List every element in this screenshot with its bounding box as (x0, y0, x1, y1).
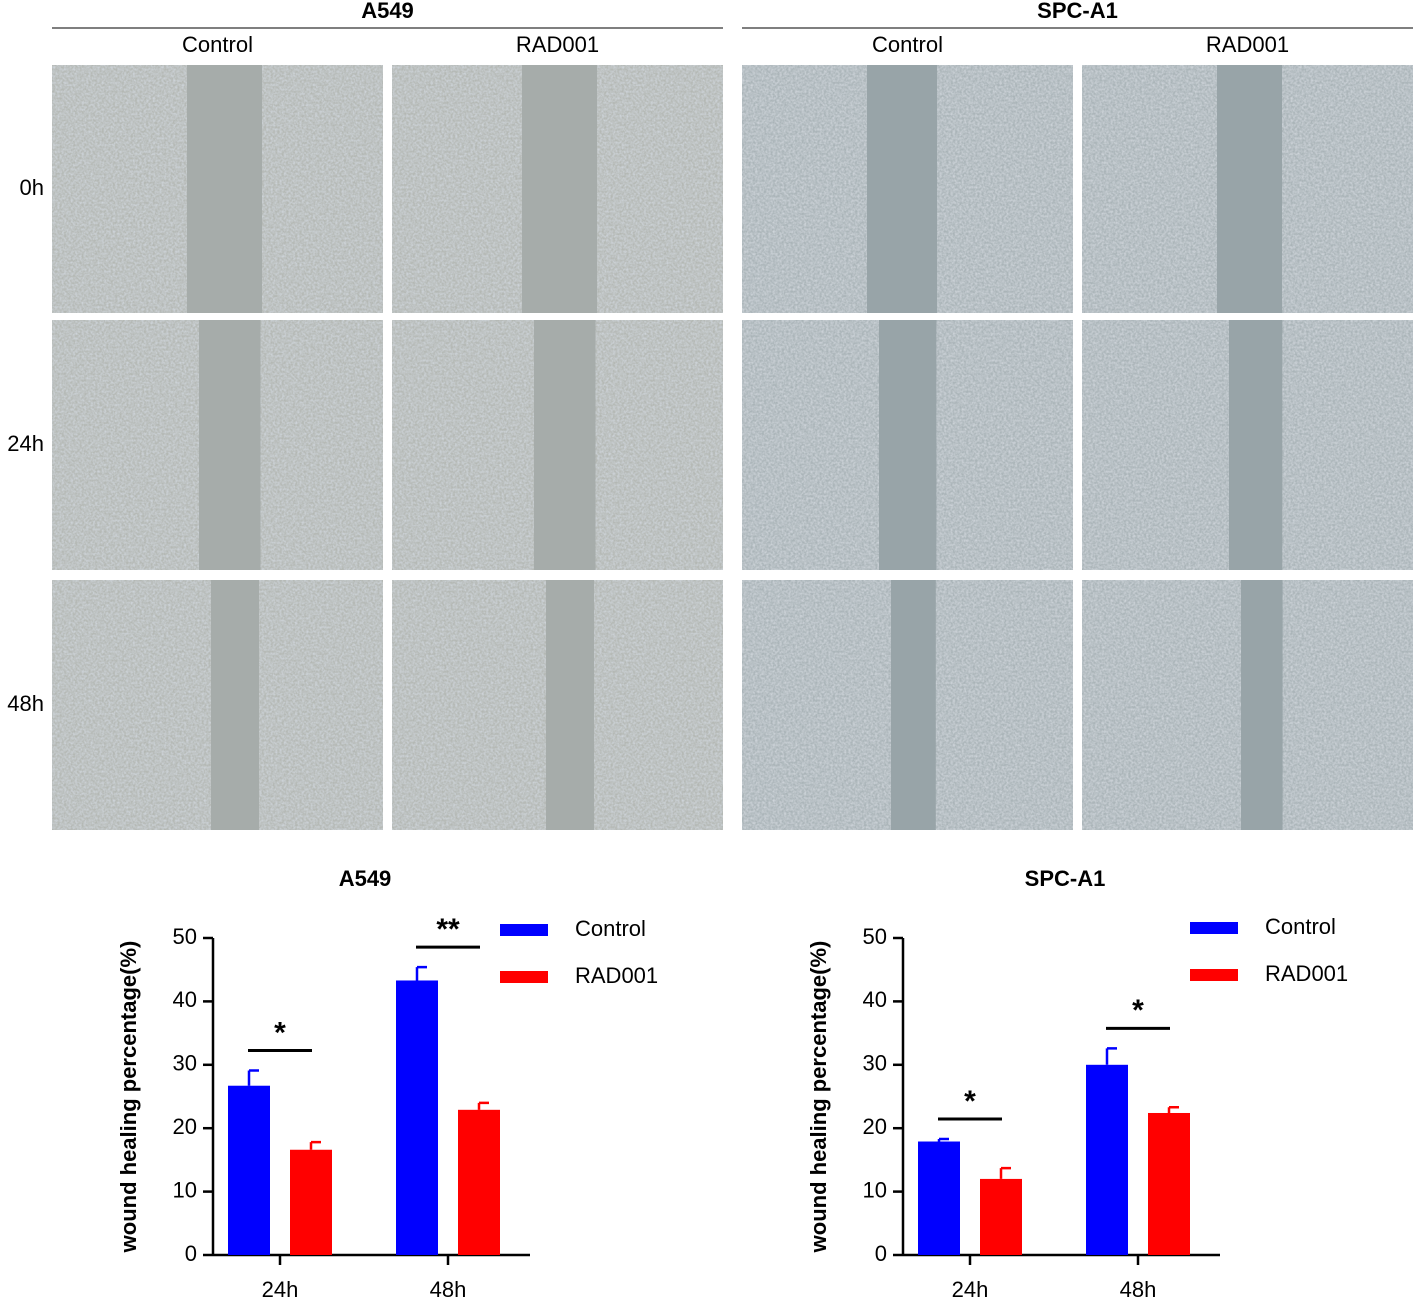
legend-label: Control (575, 916, 646, 941)
chart-title: A549 (339, 866, 392, 891)
condition-label: Control (872, 32, 943, 57)
y-tick-label: 30 (173, 1051, 197, 1076)
bar (228, 1085, 270, 1255)
group-title: SPC-A1 (1037, 0, 1118, 23)
error-bar (999, 1166, 1011, 1179)
legend-swatch (1190, 969, 1238, 981)
y-tick-label: 20 (173, 1114, 197, 1139)
error-bar (309, 1140, 321, 1150)
y-tick-label: 10 (863, 1177, 887, 1202)
significance-label: ** (436, 913, 460, 946)
bar (1148, 1112, 1190, 1255)
condition-label: RAD001 (516, 32, 599, 57)
significance-label: * (1132, 994, 1144, 1027)
y-tick-label: 30 (863, 1051, 887, 1076)
legend-label: RAD001 (575, 963, 658, 988)
error-bar (415, 965, 427, 981)
bar (290, 1149, 332, 1255)
bar (396, 980, 438, 1255)
bar (918, 1141, 960, 1255)
x-tick-label: 24h (952, 1277, 989, 1302)
error-bar (1167, 1106, 1179, 1113)
legend-swatch (500, 924, 548, 936)
wound-gap (546, 580, 594, 830)
time-label: 24h (7, 431, 44, 456)
x-tick-label: 48h (430, 1277, 467, 1302)
x-tick-label: 24h (262, 1277, 299, 1302)
legend-swatch (1190, 922, 1238, 934)
bar (980, 1178, 1022, 1255)
wound-gap (1217, 65, 1282, 313)
wound-gap (1229, 320, 1283, 570)
y-tick-label: 50 (863, 924, 887, 949)
time-label: 0h (20, 175, 44, 200)
y-tick-label: 40 (863, 987, 887, 1012)
group-title: A549 (361, 0, 414, 23)
wound-gap (211, 580, 259, 830)
significance-label: * (274, 1016, 286, 1049)
y-tick-label: 50 (173, 924, 197, 949)
time-label: 48h (7, 691, 44, 716)
wound-gap (522, 65, 597, 313)
error-bar (1105, 1047, 1117, 1065)
wound-gap (867, 65, 937, 313)
wound-gap (199, 320, 261, 570)
wound-gap (891, 580, 936, 830)
legend-label: Control (1265, 914, 1336, 939)
error-bar (937, 1137, 949, 1142)
legend-label: RAD001 (1265, 961, 1348, 986)
wound-gap (1241, 580, 1283, 830)
significance-label: * (964, 1085, 976, 1118)
y-tick-label: 20 (863, 1114, 887, 1139)
y-tick-label: 40 (173, 987, 197, 1012)
bar (1086, 1064, 1128, 1255)
wound-gap (534, 320, 596, 570)
y-tick-label: 10 (173, 1177, 197, 1202)
legend-swatch (500, 971, 548, 983)
y-axis-label: wound healing percentage(%) (806, 941, 831, 1254)
y-tick-label: 0 (875, 1241, 887, 1266)
bar (458, 1109, 500, 1255)
error-bar (477, 1101, 489, 1110)
wound-gap (879, 320, 937, 570)
wound-gap (187, 65, 262, 313)
y-tick-label: 0 (185, 1241, 197, 1266)
chart-title: SPC-A1 (1025, 866, 1106, 891)
error-bar (247, 1069, 259, 1086)
condition-label: RAD001 (1206, 32, 1289, 57)
condition-label: Control (182, 32, 253, 57)
y-axis-label: wound healing percentage(%) (116, 941, 141, 1254)
x-tick-label: 48h (1120, 1277, 1157, 1302)
